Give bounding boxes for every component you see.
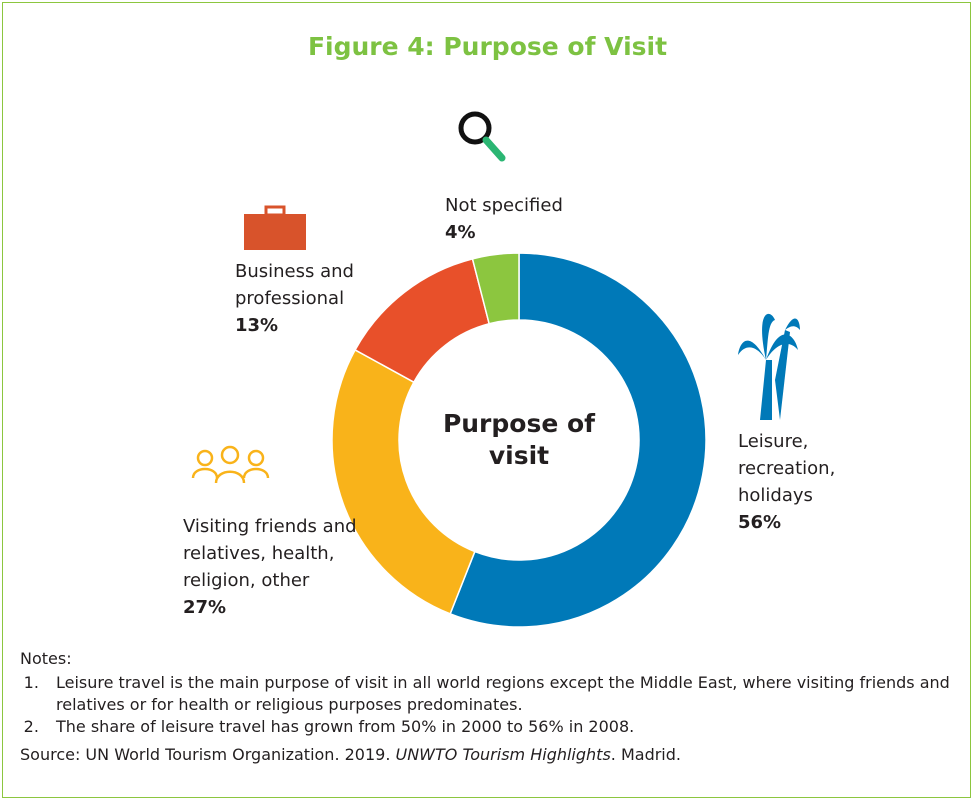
center-label: Purpose of visit — [442, 409, 596, 470]
slice-label: Business and professional 13% — [235, 258, 375, 339]
donut-slice — [449, 252, 707, 628]
note: Leisure travel is the main purpose of vi… — [44, 672, 970, 716]
source: Source: UN World Tourism Organization. 2… — [20, 744, 970, 766]
value-label: 4% — [445, 222, 476, 243]
source-text: . Madrid. — [610, 745, 681, 764]
donut-slice — [471, 252, 520, 325]
source-text: Source: UN World Tourism Organization. 2… — [20, 745, 396, 764]
notes-heading: Notes: — [20, 649, 72, 668]
category-label: Visiting friends and relatives, health, … — [183, 516, 357, 591]
magnifier-icon — [458, 111, 506, 162]
donut-slice — [331, 348, 476, 615]
chart-title: Figure 4: Purpose of Visit — [307, 32, 668, 61]
briefcase-icon — [244, 205, 306, 250]
category-label: Business and professional — [235, 261, 354, 309]
note: The share of leisure travel has grown fr… — [44, 716, 970, 738]
slice-label: Not specified 4% — [445, 192, 625, 246]
slice-label: Leisure, recreation, holidays 56% — [738, 428, 848, 536]
notes-list: Leisure travel is the main purpose of vi… — [20, 672, 970, 738]
notes: Notes: Leisure travel is the main purpos… — [20, 648, 970, 766]
palm-icon — [738, 313, 800, 420]
people-icon — [191, 445, 270, 484]
slice-label: Visiting friends and relatives, health, … — [183, 513, 393, 621]
value-label: 27% — [183, 597, 227, 618]
value-label: 13% — [235, 315, 279, 336]
source-title: UNWTO Tourism Highlights — [395, 745, 611, 764]
category-label: Leisure, recreation, holidays — [738, 431, 836, 506]
value-label: 56% — [738, 512, 782, 533]
category-label: Not specified — [445, 195, 563, 216]
